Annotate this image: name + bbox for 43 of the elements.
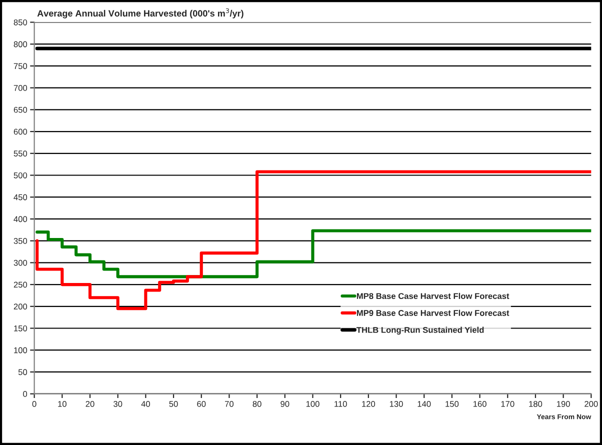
legend-label: THLB Long-Run Sustained Yield xyxy=(356,326,484,335)
y-tick-label: 550 xyxy=(14,150,28,156)
y-tick-label: 400 xyxy=(14,216,28,222)
x-tick-label: 30 xyxy=(114,400,122,407)
x-tick-label: 10 xyxy=(58,400,66,407)
chart-title: Average Annual Volume Harvested (000's m$^{3}$/yr) xyxy=(37,8,244,18)
x-tick-label: 60 xyxy=(197,400,206,407)
y-tick-label: 850 xyxy=(14,19,28,26)
x-tick-label: 120 xyxy=(362,400,376,407)
x-tick-label: 80 xyxy=(252,400,262,407)
y-tick-label: 100 xyxy=(14,347,28,354)
y-tick-label: 50 xyxy=(18,369,28,376)
y-tick-label: 200 xyxy=(14,304,28,310)
x-tick-label: 70 xyxy=(225,400,234,407)
legend-label: MP8 Base Case Harvest Flow Forecast xyxy=(356,292,510,300)
y-tick-label: 750 xyxy=(14,63,28,70)
y-tick-label: 600 xyxy=(14,128,28,135)
x-tick-label: 170 xyxy=(501,400,514,407)
y-tick-label: 800 xyxy=(14,41,28,48)
x-tick-label: 190 xyxy=(557,400,570,407)
x-tick-label: 0 xyxy=(32,400,36,407)
x-tick-label: 140 xyxy=(418,400,431,407)
x-tick-label: 130 xyxy=(390,400,403,407)
legend-label: MP9 Base Case Harvest Flow Forecast xyxy=(356,310,510,316)
y-tick-label: 250 xyxy=(14,282,28,288)
y-tick-label: 150 xyxy=(14,325,28,332)
y-tick-label: 700 xyxy=(14,85,28,91)
y-tick-label: 650 xyxy=(14,106,28,113)
x-tick-label: 180 xyxy=(529,400,542,407)
x-tick-label: 200 xyxy=(584,400,598,407)
x-tick-label: 160 xyxy=(473,400,486,407)
x-tick-label: 50 xyxy=(169,400,178,407)
x-tick-label: 40 xyxy=(141,400,150,407)
y-tick-label: 500 xyxy=(14,172,28,178)
x-tick-label: 90 xyxy=(280,400,290,407)
x-tick-label: 150 xyxy=(446,400,459,407)
x-tick-label: 110 xyxy=(334,400,347,407)
y-tick-label: 450 xyxy=(14,194,28,200)
y-tick-label: 350 xyxy=(14,238,28,244)
x-tick-label: 20 xyxy=(86,400,94,407)
y-tick-label: 300 xyxy=(14,260,28,266)
y-tick-label: 0 xyxy=(23,391,28,397)
x-tick-label: 100 xyxy=(306,400,320,407)
